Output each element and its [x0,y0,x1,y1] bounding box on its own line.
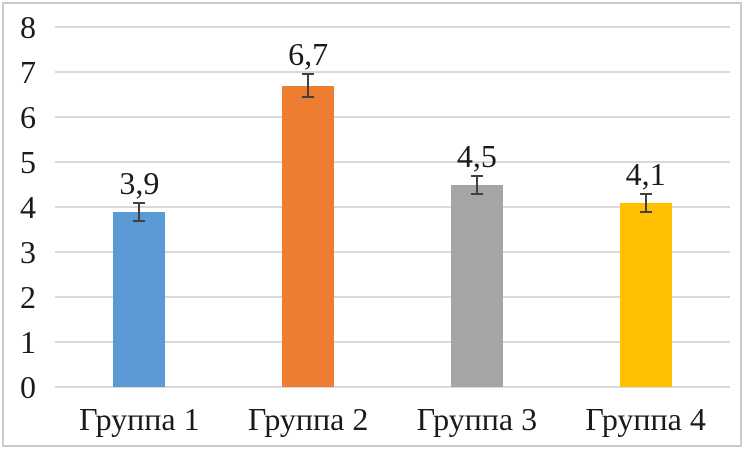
y-axis-tick-label: 2 [20,279,36,315]
value-label: 4,1 [625,155,666,192]
error-bar [475,175,478,194]
y-axis-tick-label: 7 [20,54,36,90]
error-bar [307,74,310,97]
value-label: 6,7 [288,36,329,73]
y-axis-tick-label: 5 [20,144,36,180]
gridline [55,161,730,163]
gridline [55,26,730,28]
error-bar-cap [302,73,315,76]
error-bar-cap [470,174,483,177]
error-bar-cap [639,210,652,213]
category-label: Группа 4 [585,401,706,437]
error-bar [138,202,141,221]
y-axis-tick-label: 6 [20,99,36,135]
y-axis-tick-label: 1 [20,324,36,360]
gridline [55,206,730,208]
gridline [55,296,730,298]
y-axis-tick-label: 3 [20,234,36,270]
chart-frame-border [2,2,742,447]
gridline [55,251,730,253]
gridline [55,386,730,388]
gridline [55,71,730,73]
error-bar-cap [302,95,315,98]
error-bar [644,193,647,212]
category-label: Группа 1 [79,401,200,437]
bar-group-2 [282,85,335,387]
bar-group-1 [113,211,166,387]
y-axis-tick-label: 4 [20,189,36,225]
error-bar-cap [133,219,146,222]
gridline [55,116,730,118]
category-label: Группа 3 [416,401,538,437]
y-axis-tick-label: 0 [20,369,36,405]
gridline [55,341,730,343]
category-label: Группа 2 [247,401,369,437]
value-label: 4,5 [456,137,497,174]
bar-group-3 [450,184,503,387]
value-label: 3,9 [119,164,160,201]
y-axis-tick-label: 8 [20,9,36,45]
bar-group-4 [619,202,672,387]
error-bar-cap [639,192,652,195]
error-bar-cap [133,201,146,204]
error-bar-cap [470,192,483,195]
